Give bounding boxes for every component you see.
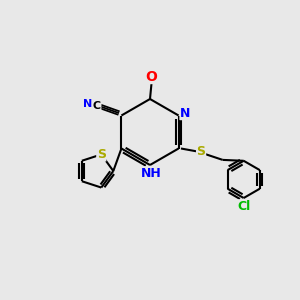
Text: N: N	[83, 99, 92, 109]
Text: S: S	[196, 145, 206, 158]
Text: C: C	[93, 101, 101, 111]
Text: S: S	[97, 148, 106, 161]
Text: NH: NH	[141, 167, 162, 180]
Text: O: O	[146, 70, 158, 83]
Text: N: N	[180, 106, 190, 120]
Text: Cl: Cl	[237, 200, 250, 213]
